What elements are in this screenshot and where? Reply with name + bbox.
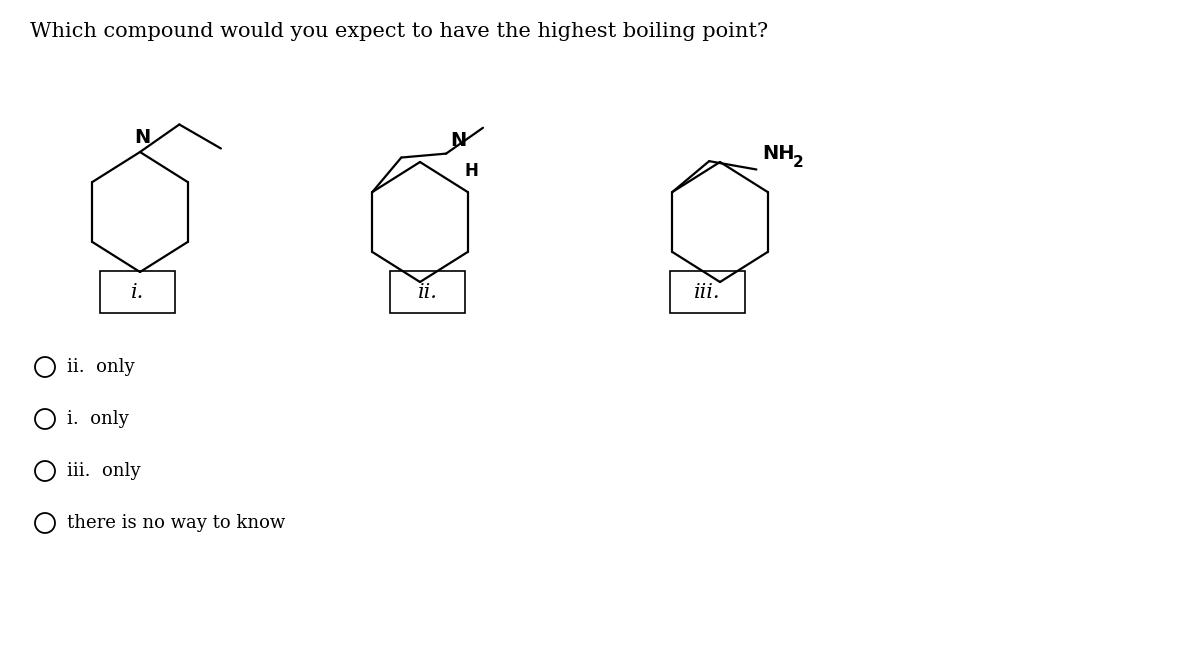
Text: H: H — [464, 162, 478, 179]
Bar — [390, 271, 466, 313]
Text: Which compound would you expect to have the highest boiling point?: Which compound would you expect to have … — [30, 22, 768, 41]
Text: i.: i. — [131, 283, 144, 301]
Text: N: N — [134, 128, 150, 147]
Bar — [670, 271, 745, 313]
Text: iii.  only: iii. only — [67, 462, 140, 480]
Text: ii.: ii. — [418, 283, 438, 301]
Text: ii.  only: ii. only — [67, 358, 134, 376]
Text: iii.: iii. — [695, 283, 721, 301]
Text: i.  only: i. only — [67, 410, 128, 428]
Text: there is no way to know: there is no way to know — [67, 514, 286, 532]
Text: NH: NH — [762, 144, 794, 164]
Text: N: N — [450, 130, 467, 150]
Bar — [100, 271, 175, 313]
Text: 2: 2 — [792, 156, 803, 171]
